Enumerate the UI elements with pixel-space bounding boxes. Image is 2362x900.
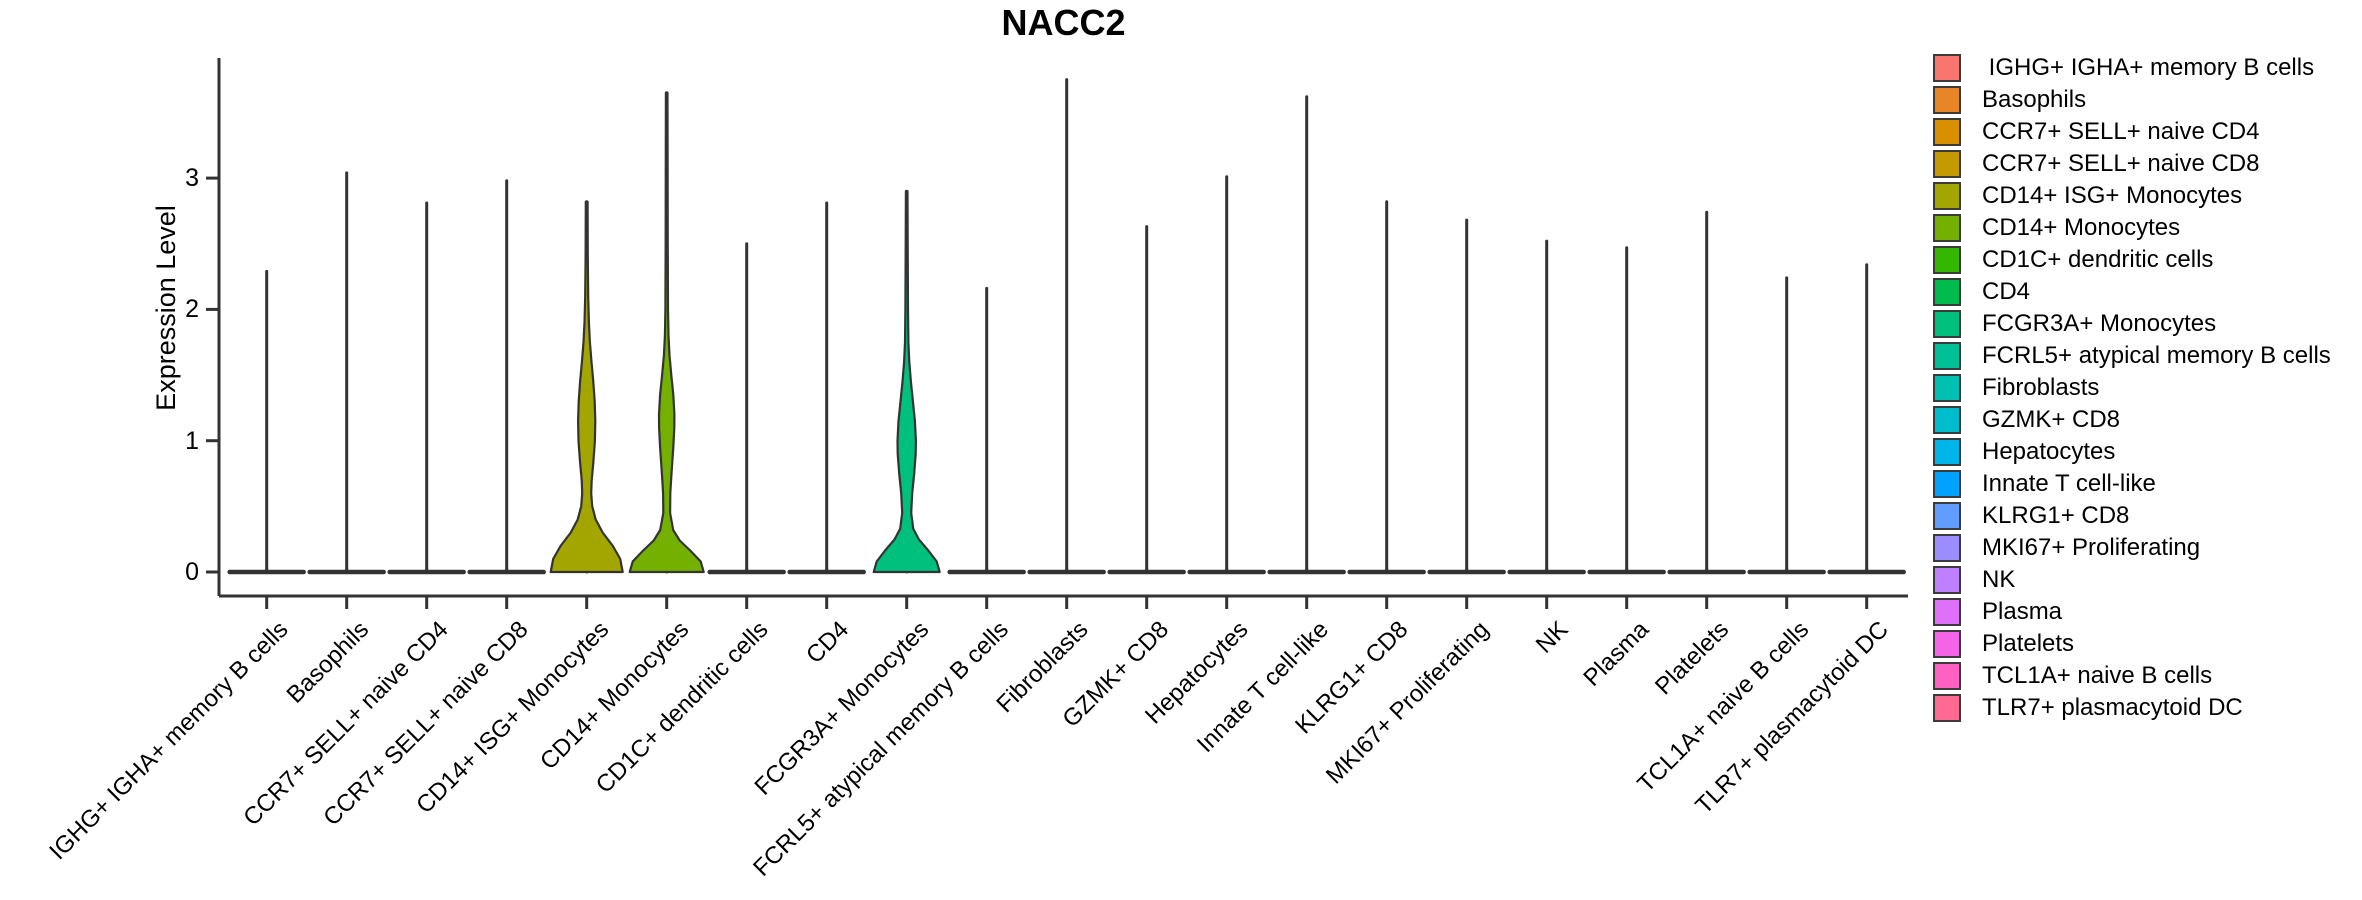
legend-item: KLRG1+ CD8 [1933,502,2331,530]
legend-color-swatch [1933,662,1961,690]
legend-label: FCRL5+ atypical memory B cells [1982,342,2331,369]
legend-color-swatch [1933,214,1961,242]
legend-label: GZMK+ CD8 [1982,406,2121,433]
legend-label: KLRG1+ CD8 [1982,502,2130,529]
legend-item: FCRL5+ atypical memory B cells [1933,342,2331,370]
legend-label: CD14+ ISG+ Monocytes [1982,182,2243,209]
violin-body [549,200,624,574]
legend-item: Fibroblasts [1933,374,2331,402]
legend-label: CD4 [1982,278,2031,305]
legend-color-swatch [1933,502,1961,530]
legend-item: NK [1933,566,2331,594]
legend-color-swatch [1933,470,1961,498]
legend-label: NK [1982,566,2016,593]
legend-color-swatch [1933,534,1961,562]
legend-item: Innate T cell-like [1933,470,2331,498]
legend-color-swatch [1933,182,1961,210]
legend-label: MKI67+ Proliferating [1982,534,2201,561]
legend-item: CD14+ Monocytes [1933,214,2331,242]
legend-color-swatch [1933,246,1961,274]
legend-label: Platelets [1982,630,2075,657]
legend-label: FCGR3A+ Monocytes [1982,310,2217,337]
legend-label: TLR7+ plasmacytoid DC [1982,694,2243,721]
legend-color-swatch [1933,310,1961,338]
legend-item: TLR7+ plasmacytoid DC [1933,694,2331,722]
y-tick-label: 2 [185,295,199,324]
legend-item: Plasma [1933,598,2331,626]
legend-color-swatch [1933,54,1961,82]
legend-item: TCL1A+ naive B cells [1933,662,2331,690]
legend-color-swatch [1933,598,1961,626]
legend-color-swatch [1933,374,1961,402]
violin-body [872,190,941,574]
legend-item: CCR7+ SELL+ naive CD8 [1933,150,2331,178]
legend-label: Hepatocytes [1982,438,2116,465]
legend-color-swatch [1933,118,1961,146]
legend-label: Fibroblasts [1982,374,2100,401]
y-tick-label: 0 [185,558,199,586]
legend-label: Basophils [1982,86,2087,113]
legend-item: Hepatocytes [1933,438,2331,466]
legend-label: CD14+ Monocytes [1982,214,2181,241]
legend-color-swatch [1933,150,1961,178]
legend-item: CD14+ ISG+ Monocytes [1933,182,2331,210]
legend-color-swatch [1933,630,1961,658]
y-tick-label: 3 [185,164,199,193]
legend-label: CCR7+ SELL+ naive CD8 [1982,150,2260,177]
legend-item: CD1C+ dendritic cells [1933,246,2331,274]
legend-item: CCR7+ SELL+ naive CD4 [1933,118,2331,146]
legend-item: CD4 [1933,278,2331,306]
legend-item: Basophils [1933,86,2331,114]
chart-title: NACC2 [1001,2,1126,43]
legend-color-swatch [1933,342,1961,370]
legend-item: IGHG+ IGHA+ memory B cells [1933,54,2331,82]
legend-item: FCGR3A+ Monocytes [1933,310,2331,338]
legend-label: IGHG+ IGHA+ memory B cells [1982,54,2315,81]
legend-label: TCL1A+ naive B cells [1982,662,2213,689]
legend-label: Plasma [1982,598,2063,625]
legend-color-swatch [1933,278,1961,306]
legend-label: CCR7+ SELL+ naive CD4 [1982,118,2260,145]
legend-color-swatch [1933,566,1961,594]
legend-color-swatch [1933,86,1961,114]
legend-item: MKI67+ Proliferating [1933,534,2331,562]
legend-label: Innate T cell-like [1982,470,2156,497]
legend-item: Platelets [1933,630,2331,658]
y-tick-label: 1 [185,426,199,455]
legend-label: CD1C+ dendritic cells [1982,246,2214,273]
legend: IGHG+ IGHA+ memory B cells Basophils CCR7+… [1933,54,2331,722]
legend-item: GZMK+ CD8 [1933,406,2331,434]
legend-color-swatch [1933,694,1961,722]
legend-color-swatch [1933,438,1961,466]
legend-color-swatch [1933,406,1961,434]
violin-body [628,91,705,574]
